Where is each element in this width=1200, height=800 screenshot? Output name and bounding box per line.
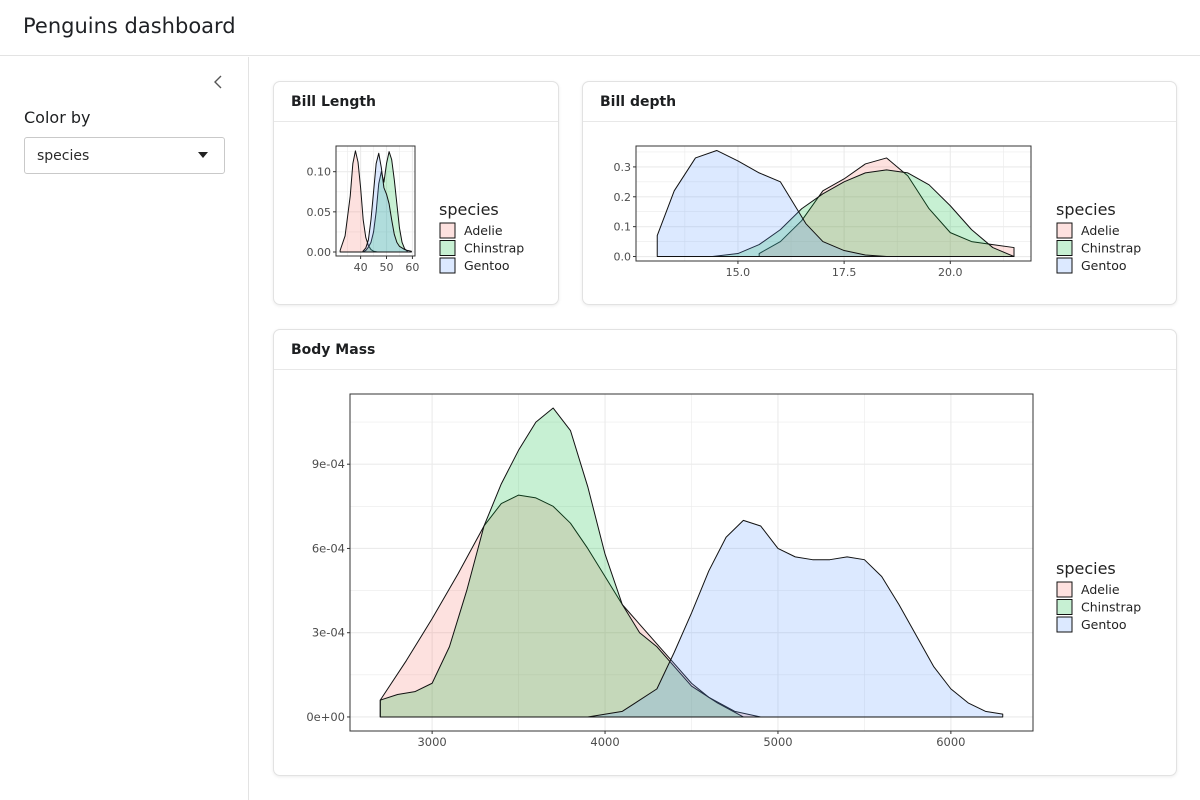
x-tick-label: 40 <box>354 261 368 274</box>
card-title: Bill Length <box>291 94 377 110</box>
panel-border <box>335 145 416 257</box>
x-tick-label: 60 <box>405 261 419 274</box>
card-title: Bill depth <box>600 94 677 110</box>
legend-label-adelie: Adelie <box>464 223 503 238</box>
bill-depth-card: Bill depth 15.0 17.5 20.0 0.0 0.1 0.2 0.3 speci… <box>582 81 1177 305</box>
x-tick-label: 50 <box>380 261 394 274</box>
card-header: Bill depth <box>583 82 1176 122</box>
legend-title: species <box>1056 200 1116 219</box>
legend-title: species <box>439 200 499 219</box>
x-tick-label: 3000 <box>417 735 446 749</box>
legend-label-chinstrap: Chinstrap <box>1081 241 1141 256</box>
y-tick-label: 0e+00 <box>306 710 345 724</box>
x-tick-label: 17.5 <box>832 266 857 279</box>
panel-border <box>349 393 1034 732</box>
body-mass-density-chart: 3000 4000 5000 6000 0e+00 3e-04 6e-04 9e-04 spec… <box>306 393 1141 749</box>
color-by-selected-value: species <box>37 148 90 164</box>
y-tick-label: 0.05 <box>307 206 332 219</box>
legend-key-gentoo <box>1056 616 1073 633</box>
legend-key-adelie <box>1056 222 1073 239</box>
legend-key-gentoo <box>439 257 456 274</box>
app-title: Penguins dashboard <box>23 14 236 38</box>
y-tick-label: 0.3 <box>614 161 632 174</box>
y-tick-label: 0.0 <box>614 251 632 264</box>
density-gentoo <box>362 152 412 253</box>
y-tick-label: 0.00 <box>307 246 332 259</box>
x-tick-label: 20.0 <box>938 266 963 279</box>
x-tick-label: 5000 <box>763 735 792 749</box>
y-tick-label: 3e-04 <box>312 626 345 640</box>
card-header: Body Mass <box>274 330 1176 370</box>
x-tick-label: 15.0 <box>726 266 751 279</box>
body-mass-card: Body Mass 3000 4000 5000 6000 0e+00 3e-04 6e-0… <box>273 329 1177 776</box>
legend-label-chinstrap: Chinstrap <box>464 241 524 256</box>
density-adelie <box>379 494 762 718</box>
y-tick-label: 0.1 <box>614 221 632 234</box>
sidebar: Color by species <box>0 57 249 800</box>
panel-border <box>635 145 1032 262</box>
legend-label-adelie: Adelie <box>1081 582 1120 597</box>
legend-label-gentoo: Gentoo <box>464 258 510 273</box>
card-title: Body Mass <box>291 342 376 358</box>
legend-title: species <box>1056 559 1116 578</box>
y-tick-label: 0.2 <box>614 191 632 204</box>
density-chinstrap <box>362 151 408 253</box>
chevron-left-icon[interactable] <box>208 72 228 92</box>
y-tick-label: 0.10 <box>307 166 332 179</box>
top-navbar: Penguins dashboard <box>0 0 1200 56</box>
density-chinstrap <box>379 407 744 718</box>
density-gentoo <box>656 149 888 258</box>
color-by-select[interactable]: species <box>24 137 225 174</box>
bill-length-card: Bill Length 40 50 60 0.00 0.05 0.10 species Ade… <box>273 81 559 305</box>
legend-key-gentoo <box>1056 257 1073 274</box>
y-tick-label: 6e-04 <box>312 541 345 555</box>
x-tick-label: 6000 <box>936 735 965 749</box>
caret-down-icon <box>198 152 208 158</box>
density-chinstrap <box>711 169 1015 258</box>
density-adelie <box>758 157 1015 258</box>
legend-key-chinstrap <box>439 240 456 256</box>
legend-key-chinstrap <box>1056 240 1073 256</box>
legend-label-gentoo: Gentoo <box>1081 617 1127 632</box>
legend-key-chinstrap <box>1056 599 1073 615</box>
bill-length-density-chart: 40 50 60 0.00 0.05 0.10 species Adelie Chinstrap… <box>307 145 524 274</box>
legend-label-gentoo: Gentoo <box>1081 258 1127 273</box>
legend-label-chinstrap: Chinstrap <box>1081 600 1141 615</box>
legend-key-adelie <box>439 222 456 239</box>
card-header: Bill Length <box>274 82 558 122</box>
density-gentoo <box>587 519 1004 718</box>
color-by-label: Color by <box>24 108 91 127</box>
x-tick-label: 4000 <box>590 735 619 749</box>
y-tick-label: 9e-04 <box>312 457 345 471</box>
bill-depth-density-chart: 15.0 17.5 20.0 0.0 0.1 0.2 0.3 species Adelie Chi… <box>614 145 1141 279</box>
legend-label-adelie: Adelie <box>1081 223 1120 238</box>
legend-key-adelie <box>1056 581 1073 598</box>
